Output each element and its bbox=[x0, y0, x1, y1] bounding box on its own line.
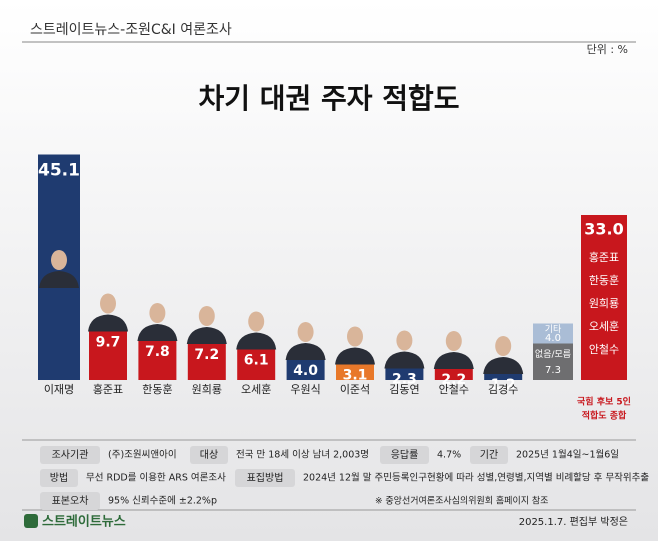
stack-label: 기타 bbox=[545, 324, 562, 335]
value-label: 2.3 bbox=[392, 372, 417, 388]
photo-face bbox=[445, 331, 462, 351]
x-tick-label: 이준석 bbox=[340, 383, 370, 396]
footer-value: 전국 만 18세 이상 남녀 2,003명 bbox=[236, 450, 369, 461]
photo-suit bbox=[433, 352, 474, 369]
bar bbox=[237, 349, 276, 380]
bar bbox=[187, 344, 226, 380]
value-label: 7.2 bbox=[194, 347, 219, 363]
credit: 2025.1.7. 편집부 박정은 bbox=[519, 516, 628, 528]
footer-label-box bbox=[470, 446, 508, 464]
value-label: 7.8 bbox=[145, 344, 170, 360]
logo: 스트레이트뉴스 bbox=[42, 514, 126, 530]
total-name: 홍준표 bbox=[589, 250, 619, 264]
footer-value: 2024년 12월 말 주민등록인구현황에 따라 성별,연령별,지역별 비례할당… bbox=[303, 472, 649, 484]
logo-icon bbox=[24, 514, 38, 528]
photo-face bbox=[297, 322, 314, 342]
bar bbox=[89, 331, 127, 380]
x-tick-label: 오세훈 bbox=[241, 383, 271, 396]
footer-value: 4.7% bbox=[437, 450, 461, 461]
photo-suit bbox=[236, 332, 277, 350]
chart-title: 차기 대권 주자 적합도 bbox=[198, 82, 459, 115]
bar bbox=[286, 360, 325, 380]
footer-label: 표집방법 bbox=[247, 472, 284, 484]
value-label: 7.3 bbox=[545, 365, 561, 376]
x-tick-label: 이재명 bbox=[44, 383, 74, 396]
value-label: 4.0 bbox=[293, 363, 318, 379]
value-label: 6.1 bbox=[244, 353, 269, 369]
value-label: 2.2 bbox=[441, 372, 466, 388]
footer-value: 무선 RDD를 이용한 ARS 여론조사 bbox=[86, 472, 226, 484]
total-name: 원희룡 bbox=[589, 297, 619, 310]
total-name: 안철수 bbox=[589, 343, 619, 356]
photo-face bbox=[149, 303, 166, 323]
footer-label-box bbox=[380, 446, 429, 464]
x-tick-label: 홍준표 bbox=[93, 382, 123, 396]
total-caption: 국힘 후보 5인 bbox=[577, 396, 631, 408]
photo-suit bbox=[88, 314, 128, 332]
value-label: 4.0 bbox=[545, 333, 561, 344]
x-tick-label: 김동연 bbox=[389, 383, 419, 396]
photo-suit bbox=[39, 271, 79, 288]
x-tick-label: 원희룡 bbox=[192, 383, 222, 396]
value-label: 3.1 bbox=[343, 368, 368, 384]
x-tick-label: 김경수 bbox=[488, 383, 518, 396]
footer-label-box bbox=[235, 469, 295, 487]
value-label: 45.1 bbox=[38, 161, 80, 181]
footer-value: (주)조원씨앤아이 bbox=[108, 450, 177, 461]
footer-label: 조사기관 bbox=[52, 449, 89, 461]
footer-label: 표본오차 bbox=[52, 495, 89, 507]
photo-suit bbox=[285, 343, 326, 360]
footer-label-box bbox=[40, 446, 100, 464]
photo-suit bbox=[384, 351, 425, 369]
stacked-bar bbox=[533, 323, 573, 344]
bar bbox=[336, 364, 374, 380]
unit: 단위 : % bbox=[587, 43, 628, 56]
photo-suit bbox=[137, 324, 178, 341]
bar bbox=[138, 341, 177, 380]
stacked-bar bbox=[533, 343, 573, 380]
value-label: 9.7 bbox=[96, 335, 121, 351]
x-tick-label: 안철수 bbox=[439, 383, 469, 396]
photo-suit bbox=[186, 327, 227, 344]
footer-note: ※ 중앙선거여론조사심의위원회 홈페이지 참조 bbox=[375, 495, 548, 507]
photo-face bbox=[396, 330, 413, 351]
footer-value: 95% 신뢰수준에 ±2.2%p bbox=[108, 496, 217, 507]
photo-face bbox=[100, 293, 116, 314]
total-name: 오세훈 bbox=[589, 320, 619, 333]
footer-label: 대상 bbox=[200, 449, 218, 461]
photo-face bbox=[51, 250, 67, 270]
header: 스트레이트뉴스-조원C&I 여론조사 bbox=[30, 22, 232, 38]
value-label: 1.2 bbox=[491, 377, 516, 393]
value-label: 33.0 bbox=[584, 220, 623, 239]
bar bbox=[385, 368, 424, 380]
footer-label-box bbox=[190, 446, 228, 464]
footer-value: 2025년 1월4일~1월6일 bbox=[516, 449, 619, 461]
x-tick-label: 한동훈 bbox=[142, 383, 172, 396]
bar bbox=[484, 374, 523, 380]
photo-suit bbox=[483, 357, 524, 374]
footer-label: 방법 bbox=[50, 472, 68, 484]
footer-label: 기간 bbox=[480, 449, 498, 461]
total-caption: 적합도 종합 bbox=[582, 410, 627, 422]
total-name: 한동훈 bbox=[589, 274, 619, 287]
stack-label: 없음/모름 bbox=[535, 349, 571, 360]
footer-label-box bbox=[40, 469, 78, 487]
footer-label-box bbox=[40, 492, 100, 510]
footer-label: 응답률 bbox=[391, 449, 419, 461]
photo-face bbox=[495, 336, 512, 356]
bar bbox=[434, 369, 473, 380]
photo-face bbox=[248, 311, 265, 332]
photo-suit bbox=[335, 347, 375, 365]
photo-face bbox=[198, 306, 215, 326]
x-tick-label: 우원식 bbox=[290, 383, 320, 396]
total-bar bbox=[581, 215, 627, 380]
photo-face bbox=[347, 326, 363, 347]
